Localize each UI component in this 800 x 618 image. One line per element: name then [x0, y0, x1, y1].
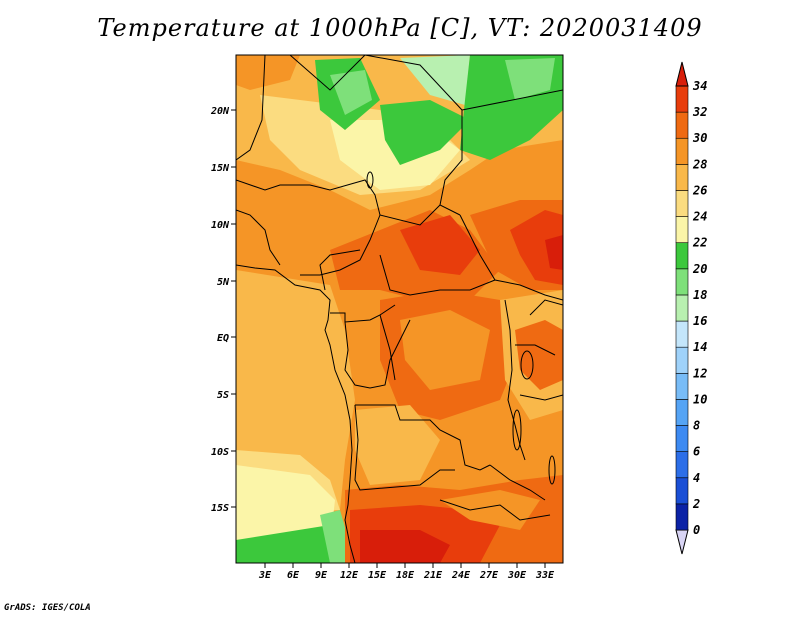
colorbar-label: 20: [692, 262, 707, 276]
colorbar-label: 34: [692, 79, 707, 93]
colorbar-label: 12: [693, 366, 707, 380]
colorbar-bin: [675, 216, 689, 244]
colorbar-bin: [675, 164, 689, 191]
lon-label: 24E: [451, 570, 471, 581]
colorbar-bin: [675, 399, 689, 426]
colorbar-label: 16: [693, 314, 707, 328]
lon-label: 30E: [507, 570, 527, 581]
grads-credit: GrADS: IGES/COLA: [4, 603, 91, 613]
colorbar-bin: [675, 294, 689, 322]
lat-label: 15S: [211, 503, 229, 514]
colorbar-label: 6: [693, 445, 700, 459]
colorbar-bin: [675, 268, 689, 296]
lon-label: 15E: [368, 570, 387, 581]
colorbar-label: 10: [693, 392, 707, 406]
colorbar-label: 24: [692, 210, 707, 224]
country-borders: [236, 55, 563, 563]
colorbar-bin: [675, 320, 689, 348]
colorbar-label: 26: [692, 183, 707, 197]
colorbar-bin: [675, 242, 689, 270]
colorbar-bin: [675, 477, 689, 505]
lat-label: 10S: [211, 447, 229, 458]
colorbar-label: 14: [693, 340, 707, 354]
colorbar-bin: [675, 137, 689, 165]
colorbar-bin: [675, 346, 689, 374]
lon-label: 3E: [258, 570, 272, 581]
latitude-axis: 20N 15N 10N 5N EQ 5S 10S 15S: [210, 106, 236, 514]
colorbar-min-arrow: [675, 529, 689, 555]
lon-label: 6E: [287, 570, 300, 581]
lon-label: 27E: [479, 570, 499, 581]
colorbar-label: 28: [692, 157, 707, 171]
lat-label: 5N: [217, 277, 230, 288]
temperature-field: [236, 55, 563, 563]
lat-label: 5S: [217, 390, 229, 401]
lat-label: EQ: [217, 333, 229, 344]
lat-label: 20N: [210, 106, 230, 117]
colorbar-label: 30: [692, 131, 707, 145]
lat-label: 15N: [211, 163, 230, 174]
colorbar-label: 4: [693, 471, 700, 485]
colorbar-bin: [675, 372, 689, 400]
lon-label: 9E: [315, 570, 328, 581]
colorbar-label: 18: [693, 288, 707, 302]
colorbar-bin: [675, 503, 689, 531]
lon-label: 12E: [340, 570, 359, 581]
map-frame: [235, 54, 564, 564]
lon-label: 18E: [396, 570, 415, 581]
colorbar-bin: [675, 111, 689, 139]
colorbar-max-arrow: [675, 61, 689, 87]
colorbar-label: 0: [693, 523, 700, 537]
lon-label: 21E: [423, 570, 443, 581]
colorbar-bin: [675, 425, 689, 452]
colorbar-bin: [675, 85, 689, 113]
colorbar-bin: [675, 451, 689, 479]
colorbar-label: 32: [692, 105, 707, 119]
colorbar-label: 8: [693, 419, 700, 433]
lon-label: 33E: [535, 570, 555, 581]
colorbar-bin: [675, 190, 689, 217]
lat-label: 10N: [211, 220, 230, 231]
longitude-axis: 3E 6E 9E 12E 15E 18E 21E 24E 27E 30E 33E: [258, 563, 555, 581]
colorbar-label: 22: [692, 236, 707, 250]
map-title: Temperature at 1000hPa [C], VT: 20200314…: [97, 14, 703, 42]
colorbar-label: 2: [692, 497, 700, 511]
